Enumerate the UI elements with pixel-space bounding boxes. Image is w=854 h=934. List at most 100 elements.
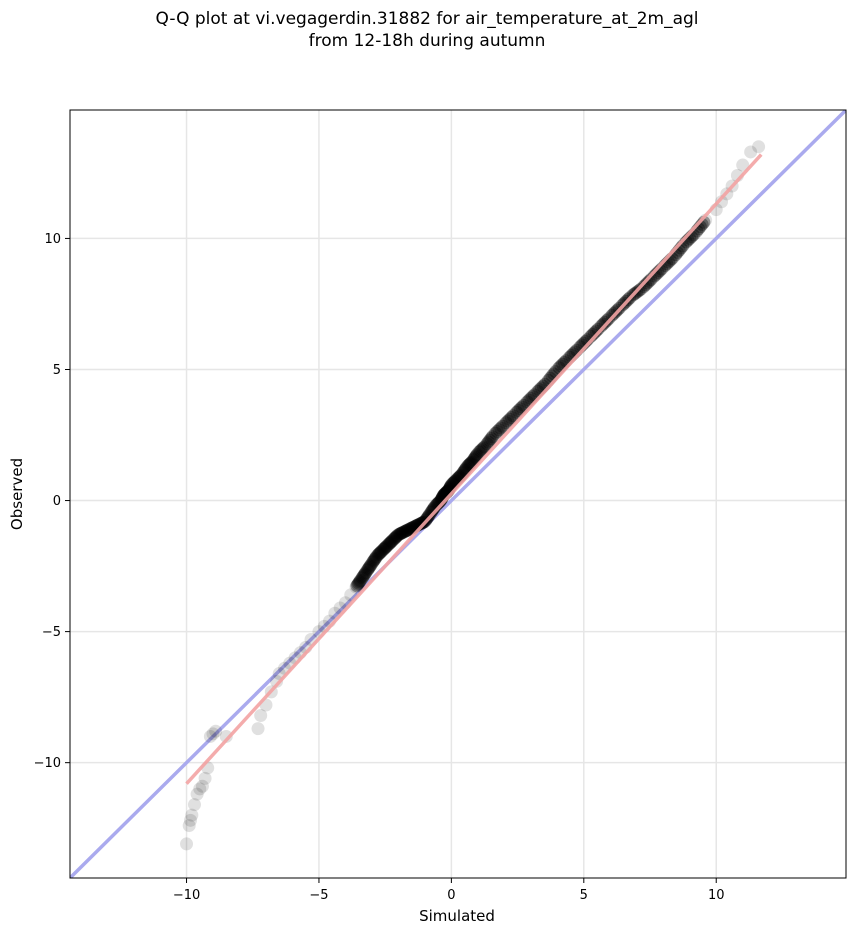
quantile-point-dense-62-3 <box>513 402 527 416</box>
y-axis-ticks: −10 −5 0 5 10 <box>34 232 70 771</box>
quantile-point-11 <box>206 727 220 741</box>
quantile-point-dense-40-1 <box>387 532 401 546</box>
y-tick-label-1: −5 <box>42 625 61 640</box>
quantile-point-dense-61-5 <box>506 409 520 423</box>
quantile-point-dense-57-1 <box>466 453 480 467</box>
quantile-point-dense-38-3 <box>378 541 392 555</box>
chart-title-line-2: from 12-18h during autumn <box>308 31 546 51</box>
quantile-point-dense-74-3 <box>640 276 654 290</box>
x-axis-label: Simulated <box>419 907 495 925</box>
quantile-point-dense-74-1 <box>637 279 651 293</box>
quantile-point-60 <box>487 428 501 442</box>
quantile-point-dense-37-3 <box>373 546 387 560</box>
quantile-point-0 <box>180 837 194 851</box>
quantile-point-58 <box>471 446 485 460</box>
quantile-point-61 <box>497 418 511 432</box>
quantile-point-dense-42-4 <box>400 523 414 537</box>
quantile-point-dense-41-3 <box>394 526 408 540</box>
quantile-point-88 <box>752 140 766 154</box>
quantile-point-dense-70-2 <box>596 317 610 331</box>
quantile-point-dense-57-5 <box>470 448 484 462</box>
quantile-point-dense-58-1 <box>472 445 486 459</box>
quantile-point-dense-60-5 <box>496 419 510 433</box>
quantile-point-dense-41-1 <box>392 527 406 541</box>
quantile-point-dense-70-5 <box>602 312 616 326</box>
quantile-point-74 <box>635 281 649 295</box>
quantile-point-34 <box>354 572 368 586</box>
quantile-point-14 <box>251 722 265 736</box>
quantile-point-dense-56-2 <box>462 458 476 472</box>
quantile-point-40 <box>386 533 400 547</box>
x-tick-label-0: −10 <box>173 888 200 903</box>
quantile-point-38 <box>376 543 390 557</box>
quantile-point-86 <box>736 158 750 172</box>
quantile-point-dense-47-2 <box>425 504 439 518</box>
quantile-point-dense-60-2 <box>490 425 504 439</box>
quantile-point-dense-42-1 <box>398 525 412 539</box>
quantile-point-dense-35-3 <box>362 560 376 574</box>
quantile-point-dense-34-1 <box>355 571 369 585</box>
grid <box>70 110 846 878</box>
quantile-point-dense-62-2 <box>511 404 525 418</box>
quantile-point-dense-33-2 <box>351 577 365 591</box>
quantile-point-12 <box>209 724 223 738</box>
quantile-point-dense-56-1 <box>461 459 475 473</box>
quantile-point-dense-69-5 <box>591 322 605 336</box>
quantile-point-7 <box>195 779 209 793</box>
quantile-point-dense-59-5 <box>485 430 499 444</box>
quantile-point-dense-39-2 <box>383 536 397 550</box>
quantile-point-dense-74-2 <box>639 278 653 292</box>
y-tick-label-3: 5 <box>53 363 61 378</box>
quantile-point-3 <box>185 808 199 822</box>
x-axis-ticks: −10 −5 0 5 10 <box>173 878 725 903</box>
quantile-point-dense-58-3 <box>475 442 489 456</box>
chart-title: Q-Q plot at vi.vegagerdin.31882 for air_… <box>0 8 854 52</box>
y-tick-label-0: −10 <box>34 756 61 771</box>
quantile-point-dense-57-2 <box>467 452 481 466</box>
quantile-point-dense-35-2 <box>361 562 375 576</box>
quantile-point-dense-34-2 <box>356 570 370 584</box>
quantile-point-dense-61-2 <box>501 414 515 428</box>
quantile-point-dense-59-4 <box>484 432 498 446</box>
quantile-point-1 <box>182 819 196 833</box>
quantile-point-6 <box>193 782 207 796</box>
quantile-point-4 <box>187 798 201 812</box>
quantile-point-dense-58-4 <box>476 441 490 455</box>
fit-line-group <box>185 153 763 785</box>
quantile-point-dense-37-1 <box>371 548 385 562</box>
quantile-point-dense-41-2 <box>393 527 407 541</box>
quantile-point-59 <box>479 439 493 453</box>
quantile-point-dense-42-2 <box>398 524 412 538</box>
quantile-point-5 <box>190 787 204 801</box>
quantile-point-dense-74-4 <box>642 274 656 288</box>
quantile-point-13 <box>219 729 233 743</box>
quantile-point-70 <box>593 321 607 335</box>
quantile-point-dense-61-4 <box>504 411 518 425</box>
quantile-point-dense-37-4 <box>374 545 388 559</box>
quantile-point-56 <box>460 459 474 473</box>
quantile-point-dense-42-5 <box>401 523 415 537</box>
quantile-point-dense-38-1 <box>376 542 390 556</box>
quantile-point-dense-43-2 <box>404 522 418 536</box>
quantile-point-dense-59-3 <box>483 433 497 447</box>
quantile-point-dense-35-4 <box>363 559 377 573</box>
quantile-point-dense-57-3 <box>468 450 482 464</box>
quantile-point-dense-36-5 <box>369 550 383 564</box>
quantile-point-33 <box>349 580 363 594</box>
y-tick-label-2: 0 <box>53 494 61 509</box>
quantile-point-dense-36-3 <box>368 553 382 567</box>
quantile-point-62 <box>508 407 522 421</box>
quantile-point-dense-36-4 <box>368 551 382 565</box>
quantile-point-dense-33-4 <box>353 575 367 589</box>
quantile-point-47 <box>423 507 437 521</box>
quantile-point-10 <box>203 729 217 743</box>
quantile-point-dense-61-1 <box>499 416 513 430</box>
quantile-point-18 <box>270 674 284 688</box>
x-tick-label-4: 10 <box>708 888 725 903</box>
quantile-point-82 <box>715 195 729 209</box>
quantile-point-dense-61-3 <box>503 412 517 426</box>
chart-title-line-1: Q-Q plot at vi.vegagerdin.31882 for air_… <box>155 9 699 29</box>
quantile-point-dense-40-2 <box>388 531 402 545</box>
x-tick-label-1: −5 <box>309 888 328 903</box>
